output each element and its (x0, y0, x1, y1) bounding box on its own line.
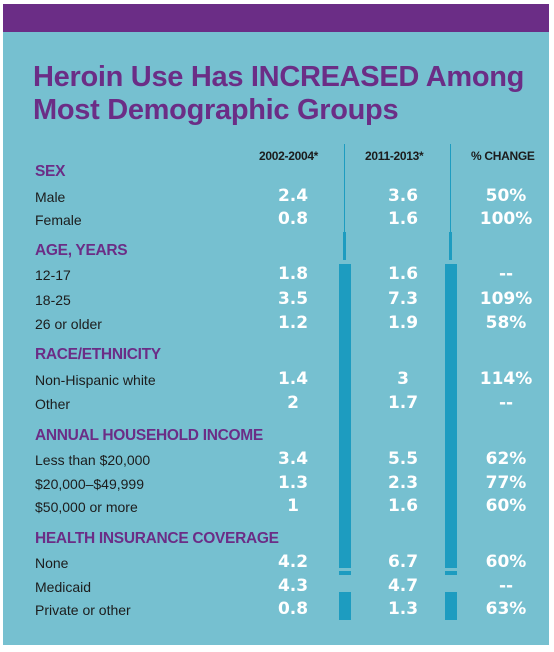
value-period2: 5.5 (387, 449, 419, 469)
column-header-change: % CHANGE (471, 149, 535, 163)
divider-line-2-mid (449, 232, 452, 260)
title-line-1: Heroin Use Has INCREASED Among (33, 61, 525, 93)
row-label: Less than $20,000 (35, 452, 151, 468)
value-period2: 4.7 (387, 576, 419, 596)
divider-bar-2 (445, 264, 457, 568)
value-period1: 1 (287, 496, 299, 516)
row-label: Non-Hispanic white (35, 372, 156, 388)
row-label: 26 or older (35, 316, 102, 332)
row-label: 12-17 (35, 267, 71, 283)
value-period2: 1.6 (387, 496, 419, 516)
value-change: 114% (479, 369, 533, 389)
row-label: Private or other (35, 602, 131, 618)
value-period1: 1.2 (277, 313, 309, 333)
row-label: 18-25 (35, 292, 71, 308)
value-change: 60% (485, 552, 527, 572)
column-header-period1: 2002-2004* (259, 149, 319, 163)
value-period1: 3.5 (277, 289, 309, 309)
value-period2: 3 (397, 369, 409, 389)
value-period1: 1.8 (277, 264, 309, 284)
value-period2: 6.7 (387, 552, 419, 572)
value-period1: 4.2 (277, 552, 309, 572)
value-change: 60% (485, 496, 527, 516)
top-band (3, 4, 549, 32)
row-label: Male (35, 189, 66, 205)
value-period2: 3.6 (387, 186, 419, 206)
value-period2: 7.3 (387, 289, 419, 309)
row-label: Female (35, 212, 82, 228)
value-change: 63% (485, 599, 527, 619)
row-label: $20,000–$49,999 (35, 476, 144, 492)
column-header-period2: 2011-2013* (365, 149, 424, 163)
row-label: Other (35, 396, 71, 412)
value-period2: 1.6 (387, 264, 419, 284)
value-period1: 4.3 (277, 576, 309, 596)
value-period1: 2.4 (277, 186, 309, 206)
row-label: $50,000 or more (35, 499, 138, 515)
value-period2: 2.3 (387, 473, 419, 493)
section-heading-insurance: HEALTH INSURANCE COVERAGE (35, 530, 279, 547)
value-period1: 3.4 (277, 449, 309, 469)
section-heading-sex: SEX (35, 163, 66, 180)
section-heading-race: RACE/ETHNICITY (35, 346, 161, 363)
divider-foot-2 (445, 592, 457, 620)
value-change: -- (498, 264, 514, 284)
section-heading-income: ANNUAL HOUSEHOLD INCOME (35, 427, 263, 444)
divider-tick-1 (339, 571, 351, 575)
value-change: 100% (479, 209, 533, 229)
divider-bar-1 (339, 264, 351, 568)
value-change: 58% (485, 313, 527, 333)
divider-tick-2 (445, 571, 457, 575)
value-period2: 1.6 (387, 209, 419, 229)
value-period1: 1.4 (277, 369, 309, 389)
infographic-card: Heroin Use Has INCREASED Among Most Demo… (3, 4, 549, 645)
divider-line-2 (450, 144, 451, 234)
value-change: -- (498, 393, 514, 413)
divider-line-1-mid (343, 232, 346, 260)
value-period2: 1.9 (387, 313, 419, 333)
value-period2: 1.3 (387, 599, 419, 619)
value-change: 50% (485, 186, 527, 206)
section-heading-age: AGE, YEARS (35, 242, 128, 259)
page-title: Heroin Use Has INCREASED Among Most Demo… (33, 61, 543, 127)
value-period1: 2 (287, 393, 299, 413)
value-period2: 1.7 (387, 393, 419, 413)
divider-line-1 (344, 144, 345, 234)
divider-foot-1 (339, 592, 351, 620)
value-change: -- (498, 576, 514, 596)
value-change: 77% (485, 473, 527, 493)
value-period1: 1.3 (277, 473, 309, 493)
row-label: None (35, 555, 69, 571)
row-label: Medicaid (35, 579, 92, 595)
value-period1: 0.8 (277, 599, 309, 619)
value-change: 62% (485, 449, 527, 469)
title-line-2: Most Demographic Groups (33, 94, 399, 126)
value-period1: 0.8 (277, 209, 309, 229)
value-change: 109% (479, 289, 533, 309)
